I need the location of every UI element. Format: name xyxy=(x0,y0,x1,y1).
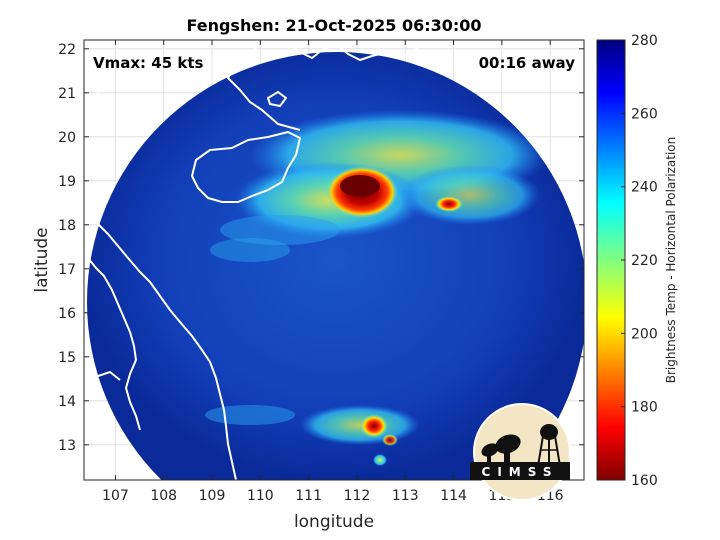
colorbar-gradient xyxy=(596,39,626,481)
y-tick-label: 21 xyxy=(58,86,76,102)
x-tick-label: 113 xyxy=(392,488,419,504)
hainan-coastline xyxy=(191,131,301,203)
y-tick-label: 14 xyxy=(58,394,76,410)
china-coastline xyxy=(227,40,419,131)
x-tick-label: 111 xyxy=(295,488,322,504)
x-tick-label: 108 xyxy=(150,488,177,504)
y-tick-label: 17 xyxy=(58,262,76,278)
vmax-annotation: Vmax: 45 kts xyxy=(93,54,203,72)
hot-tower-east xyxy=(435,196,463,212)
colorbar: 160 180 200 220 240 260 280 Brightness Temp - … xyxy=(596,33,678,489)
vietnam-coastline xyxy=(84,209,237,480)
hot-tower-south xyxy=(360,414,388,438)
y-tick-label: 22 xyxy=(58,42,76,58)
x-tick-label: 112 xyxy=(344,488,371,504)
y-tick-label: 13 xyxy=(58,438,76,454)
axis-ticks: 1071081091101111121131141151161314151617… xyxy=(58,40,584,504)
plot-frame xyxy=(83,39,585,481)
colorbar-tick-label: 220 xyxy=(631,253,658,269)
water-tower-icon xyxy=(537,424,561,467)
coastlines xyxy=(84,40,419,480)
satellite-dish-icon xyxy=(481,434,521,464)
y-axis-label: latitude xyxy=(32,227,52,292)
x-tick-label: 110 xyxy=(247,488,274,504)
colorbar-ticks: 160 180 200 220 240 260 280 xyxy=(621,33,658,489)
swath-imagery xyxy=(87,52,584,480)
colorbar-tick-label: 160 xyxy=(631,473,658,489)
y-tick-label: 15 xyxy=(58,350,76,366)
colorbar-tick-label: 260 xyxy=(631,106,658,122)
y-tick-label: 18 xyxy=(58,218,76,234)
x-tick-label: 109 xyxy=(199,488,226,504)
cimss-logo: CIMSS xyxy=(470,403,571,501)
colorbar-tick-label: 180 xyxy=(631,400,658,416)
y-tick-label: 19 xyxy=(58,174,76,190)
logo-text: CIMSS xyxy=(482,465,559,479)
chart-title: Fengshen: 21-Oct-2025 06:30:00 xyxy=(186,16,481,35)
y-tick-label: 16 xyxy=(58,306,76,322)
colorbar-tick-label: 240 xyxy=(631,180,658,196)
x-tick-label: 114 xyxy=(440,488,467,504)
colorbar-tick-label: 280 xyxy=(631,33,658,49)
colorbar-label: Brightness Temp - Horizontal Polarizatio… xyxy=(664,137,678,384)
colorbar-tick-label: 200 xyxy=(631,326,658,342)
y-tick-label: 20 xyxy=(58,130,76,146)
time-away-annotation: 00:16 away xyxy=(479,54,576,72)
x-axis-label: longitude xyxy=(294,512,374,532)
x-tick-label: 107 xyxy=(102,488,129,504)
